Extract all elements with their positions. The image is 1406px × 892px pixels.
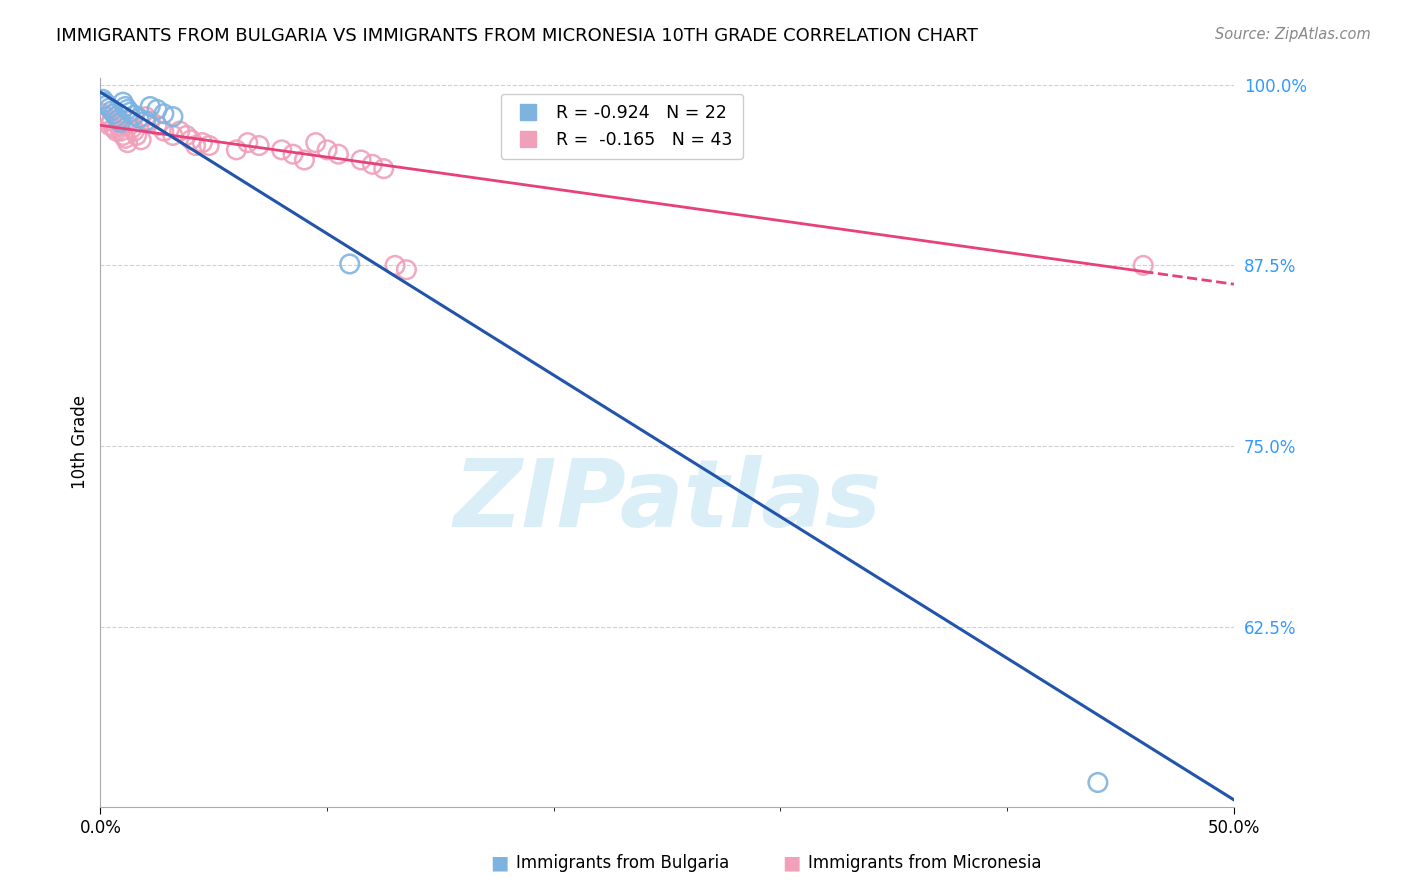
Point — [110, 124, 132, 138]
Point — [121, 121, 143, 136]
Point — [114, 131, 136, 145]
Point — [135, 114, 157, 128]
Point — [350, 153, 373, 167]
Point — [236, 136, 259, 150]
Point — [191, 136, 214, 150]
Point — [139, 114, 162, 128]
Point — [339, 257, 361, 271]
Point — [184, 138, 207, 153]
Point — [146, 118, 169, 132]
Point — [118, 114, 141, 128]
Point — [98, 101, 121, 115]
Text: ■: ■ — [782, 854, 801, 872]
Point — [111, 95, 134, 110]
Point — [198, 138, 221, 153]
Point — [94, 110, 117, 124]
Point — [384, 259, 406, 273]
Point — [105, 124, 128, 138]
Point — [117, 103, 139, 117]
Text: Immigrants from Bulgaria: Immigrants from Bulgaria — [516, 855, 730, 872]
Point — [180, 133, 202, 147]
Point — [139, 99, 162, 113]
Point — [117, 136, 139, 150]
Point — [146, 103, 169, 117]
Y-axis label: 10th Grade: 10th Grade — [72, 395, 89, 490]
Point — [103, 107, 125, 121]
Point — [247, 138, 270, 153]
Point — [103, 121, 125, 136]
Point — [128, 111, 150, 125]
Point — [361, 157, 384, 171]
Point — [169, 124, 191, 138]
Point — [135, 110, 157, 124]
Point — [91, 92, 114, 106]
Point — [114, 99, 136, 113]
Text: IMMIGRANTS FROM BULGARIA VS IMMIGRANTS FROM MICRONESIA 10TH GRADE CORRELATION CH: IMMIGRANTS FROM BULGARIA VS IMMIGRANTS F… — [56, 27, 979, 45]
Point — [98, 118, 121, 132]
Point — [292, 153, 315, 167]
Point — [162, 128, 184, 143]
Point — [395, 262, 418, 277]
Point — [129, 133, 152, 147]
Point — [124, 124, 146, 138]
Point — [328, 147, 350, 161]
Point — [96, 114, 118, 128]
Point — [107, 118, 129, 132]
Point — [281, 147, 304, 161]
Text: ■: ■ — [489, 854, 509, 872]
Point — [162, 110, 184, 124]
Point — [305, 136, 328, 150]
Point — [176, 128, 198, 143]
Point — [316, 143, 339, 157]
Point — [105, 110, 128, 124]
Point — [107, 112, 129, 127]
Point — [111, 128, 134, 143]
Point — [100, 114, 122, 128]
Point — [125, 128, 148, 143]
Point — [225, 143, 247, 157]
Point — [118, 105, 141, 120]
Point — [1087, 775, 1109, 789]
Text: Source: ZipAtlas.com: Source: ZipAtlas.com — [1215, 27, 1371, 42]
Point — [124, 108, 146, 122]
Point — [1132, 259, 1154, 273]
Point — [100, 103, 122, 118]
Point — [270, 143, 292, 157]
Legend: R = -0.924   N = 22, R =  -0.165   N = 43: R = -0.924 N = 22, R = -0.165 N = 43 — [501, 94, 742, 159]
Point — [96, 98, 118, 112]
Point — [153, 124, 176, 138]
Text: ZIPatlas: ZIPatlas — [453, 455, 882, 547]
Point — [153, 107, 176, 121]
Point — [91, 107, 114, 121]
Point — [373, 161, 395, 176]
Text: Immigrants from Micronesia: Immigrants from Micronesia — [808, 855, 1042, 872]
Point — [110, 115, 132, 129]
Point — [94, 95, 117, 110]
